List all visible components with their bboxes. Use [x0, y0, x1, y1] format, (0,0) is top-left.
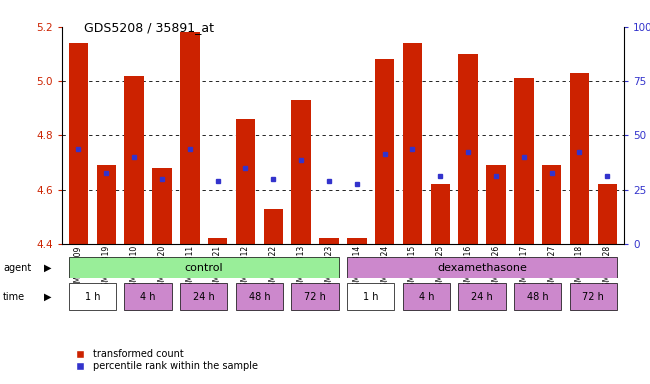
Bar	[542, 165, 562, 244]
Bar	[291, 283, 339, 310]
Bar	[97, 165, 116, 244]
Text: 48 h: 48 h	[527, 291, 549, 302]
Text: 72 h: 72 h	[304, 291, 326, 302]
Bar	[236, 283, 283, 310]
Bar	[180, 283, 227, 310]
Bar	[347, 238, 367, 244]
Bar	[458, 283, 506, 310]
Text: time: time	[3, 291, 25, 302]
Bar	[458, 54, 478, 244]
Text: 4 h: 4 h	[419, 291, 434, 302]
Bar	[124, 283, 172, 310]
Bar	[597, 184, 617, 244]
Bar	[569, 283, 617, 310]
Text: ▶: ▶	[44, 263, 51, 273]
Text: GDS5208 / 35891_at: GDS5208 / 35891_at	[84, 22, 214, 35]
Bar	[403, 283, 450, 310]
Bar	[347, 257, 617, 278]
Bar	[69, 283, 116, 310]
Bar	[152, 168, 172, 244]
Bar	[291, 100, 311, 244]
Text: 1 h: 1 h	[84, 291, 100, 302]
Bar	[69, 257, 339, 278]
Text: 72 h: 72 h	[582, 291, 604, 302]
Text: 48 h: 48 h	[248, 291, 270, 302]
Bar	[569, 73, 589, 244]
Text: dexamethasone: dexamethasone	[437, 263, 527, 273]
Bar	[208, 238, 227, 244]
Bar	[124, 76, 144, 244]
Text: 4 h: 4 h	[140, 291, 156, 302]
Text: 24 h: 24 h	[471, 291, 493, 302]
Bar	[486, 165, 506, 244]
Bar	[430, 184, 450, 244]
Text: control: control	[185, 263, 223, 273]
Text: agent: agent	[3, 263, 31, 273]
Bar	[514, 78, 534, 244]
Bar	[319, 238, 339, 244]
Bar	[514, 283, 562, 310]
Bar	[263, 209, 283, 244]
Text: ▶: ▶	[44, 291, 51, 302]
Bar	[375, 60, 395, 244]
Bar	[180, 32, 200, 244]
Text: 24 h: 24 h	[193, 291, 214, 302]
Text: 1 h: 1 h	[363, 291, 378, 302]
Bar	[69, 43, 88, 244]
Bar	[347, 283, 395, 310]
Bar	[403, 43, 422, 244]
Legend: transformed count, percentile rank within the sample: transformed count, percentile rank withi…	[66, 346, 262, 375]
Bar	[236, 119, 255, 244]
